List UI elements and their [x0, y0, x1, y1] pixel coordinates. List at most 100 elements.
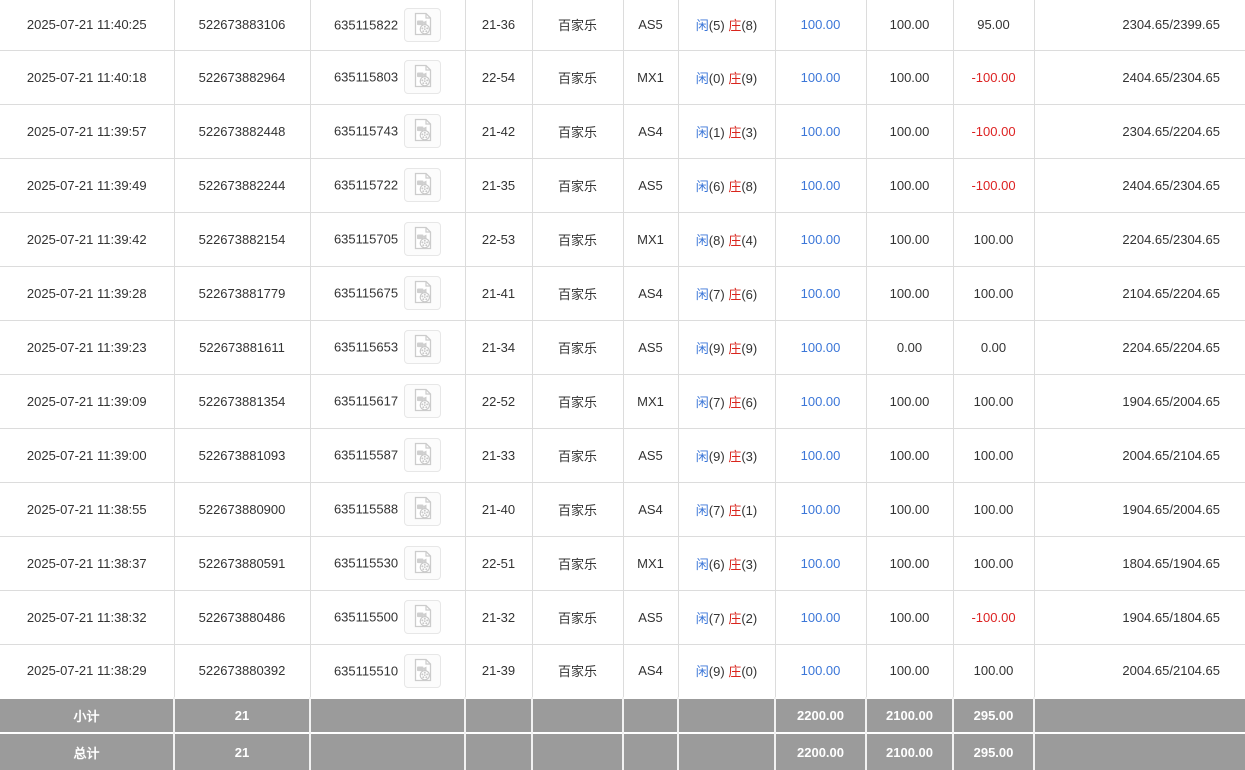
round-cell: 635115588	[309, 481, 466, 537]
table-code: 21-40	[464, 481, 533, 537]
table-code: 22-51	[464, 535, 533, 591]
win-loss: 0.00	[952, 319, 1035, 375]
bet-amount-link[interactable]: 100.00	[800, 555, 841, 571]
balance: 2204.65/2304.65	[1033, 211, 1245, 267]
banker-score: (3)	[741, 448, 758, 464]
video-replay-button[interactable]	[404, 492, 442, 526]
table-row: 2025-07-21 11:40:25 522673883106 6351158…	[0, 0, 1245, 51]
video-replay-button[interactable]	[404, 653, 442, 688]
total-bet-amount: 2200.00	[774, 732, 867, 770]
table-code: 21-33	[464, 427, 533, 483]
player-score: (5)	[708, 18, 725, 34]
balance: 2004.65/2104.65	[1033, 427, 1245, 483]
balance: 1904.65/2004.65	[1033, 481, 1245, 537]
bet-amount-link[interactable]: 100.00	[800, 393, 841, 409]
round-id: 635115587	[333, 447, 399, 463]
video-replay-button[interactable]	[404, 60, 442, 94]
balance: 1904.65/1804.65	[1033, 589, 1245, 645]
video-file-icon	[414, 280, 431, 304]
video-file-icon	[414, 550, 431, 574]
table-code: 21-32	[464, 589, 533, 645]
round-id: 635115500	[333, 609, 399, 625]
bet-amount-link[interactable]: 100.00	[800, 609, 841, 625]
bet-amount-cell: 100.00	[774, 0, 867, 51]
bet-id: 522673883106	[173, 0, 311, 51]
round-cell: 635115587	[309, 427, 466, 483]
bet-amount-link[interactable]: 100.00	[800, 177, 841, 193]
bet-amount-link[interactable]: 100.00	[800, 69, 841, 85]
total-count: 21	[173, 732, 311, 770]
balance: 2304.65/2204.65	[1033, 103, 1245, 159]
banker-label: 庄	[728, 340, 742, 356]
video-replay-button[interactable]	[404, 438, 442, 472]
game-name: 百家乐	[531, 643, 624, 699]
banker-label: 庄	[728, 124, 742, 140]
video-file-icon	[414, 604, 431, 628]
bet-time: 2025-07-21 11:40:18	[0, 49, 175, 105]
banker-score: (8)	[741, 18, 758, 34]
balance: 2404.65/2304.65	[1033, 49, 1245, 105]
table-row: 2025-07-21 11:38:32 522673880486 6351155…	[0, 589, 1245, 645]
video-replay-button[interactable]	[404, 276, 442, 310]
room-code: MX1	[622, 49, 679, 105]
video-replay-button[interactable]	[404, 330, 442, 364]
bet-amount-link[interactable]: 100.00	[800, 285, 841, 301]
room-code: AS4	[622, 103, 679, 159]
round-cell: 635115500	[309, 589, 466, 645]
bet-id: 522673882448	[173, 103, 311, 159]
bet-amount-link[interactable]: 100.00	[800, 231, 841, 247]
video-replay-button[interactable]	[404, 384, 442, 418]
bet-id: 522673881093	[173, 427, 311, 483]
valid-amount: 100.00	[865, 373, 954, 429]
table-row: 2025-07-21 11:39:00 522673881093 6351155…	[0, 427, 1245, 483]
player-label: 闲	[695, 124, 709, 140]
bet-amount-link[interactable]: 100.00	[800, 501, 841, 517]
video-replay-button[interactable]	[404, 114, 442, 148]
room-code: AS5	[622, 427, 679, 483]
room-code: AS5	[622, 319, 679, 375]
table-row: 2025-07-21 11:39:28 522673881779 6351156…	[0, 265, 1245, 321]
round-id: 635115803	[333, 69, 399, 85]
video-replay-button[interactable]	[404, 546, 442, 580]
table-code: 21-39	[464, 643, 533, 699]
player-label: 闲	[695, 556, 709, 572]
valid-amount: 100.00	[865, 643, 954, 699]
win-loss: -100.00	[952, 157, 1035, 213]
video-replay-button[interactable]	[404, 222, 442, 256]
video-file-icon	[414, 12, 431, 35]
player-label: 闲	[695, 394, 709, 410]
banker-label: 庄	[728, 286, 742, 302]
bet-amount-link[interactable]: 100.00	[800, 663, 841, 679]
balance: 2004.65/2104.65	[1033, 643, 1245, 699]
bet-time: 2025-07-21 11:38:32	[0, 589, 175, 645]
bet-amount-link[interactable]: 100.00	[800, 339, 841, 355]
table-row: 2025-07-21 11:39:23 522673881611 6351156…	[0, 319, 1245, 375]
video-replay-button[interactable]	[404, 7, 442, 42]
game-name: 百家乐	[531, 535, 624, 591]
video-replay-button[interactable]	[404, 168, 442, 202]
bet-amount-cell: 100.00	[774, 319, 867, 375]
banker-score: (6)	[741, 394, 758, 410]
game-name: 百家乐	[531, 319, 624, 375]
bet-amount-link[interactable]: 100.00	[800, 123, 841, 139]
bet-amount-link[interactable]: 100.00	[800, 447, 841, 463]
valid-amount: 100.00	[865, 427, 954, 483]
video-replay-button[interactable]	[404, 600, 442, 634]
game-result: 闲(5) 庄(8)	[677, 0, 776, 51]
player-label: 闲	[695, 340, 709, 356]
game-name: 百家乐	[531, 0, 624, 51]
bet-time: 2025-07-21 11:38:55	[0, 481, 175, 537]
video-file-icon	[414, 658, 431, 681]
bet-amount-link[interactable]: 100.00	[800, 17, 841, 33]
game-result: 闲(6) 庄(3)	[677, 535, 776, 591]
bet-amount-cell: 100.00	[774, 535, 867, 591]
balance: 2204.65/2204.65	[1033, 319, 1245, 375]
table-footer: 小计 21 2200.00 2100.00 295.00 总计 21 2200.…	[0, 697, 1245, 770]
valid-amount: 100.00	[865, 0, 954, 51]
player-score: (8)	[708, 232, 725, 248]
player-score: (6)	[708, 556, 725, 572]
valid-amount: 100.00	[865, 265, 954, 321]
bet-time: 2025-07-21 11:38:37	[0, 535, 175, 591]
bet-amount-cell: 100.00	[774, 157, 867, 213]
